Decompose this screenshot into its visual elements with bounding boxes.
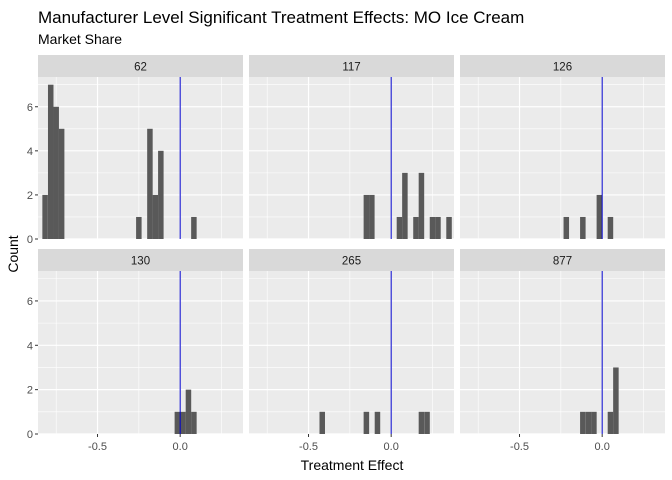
x-tick-label: -0.5: [510, 441, 529, 453]
histogram-bar: [418, 411, 425, 434]
histogram-bar: [580, 411, 586, 434]
panel-background: [38, 271, 243, 434]
panel-background: [38, 77, 243, 239]
chart-subtitle: Market Share: [38, 31, 122, 47]
histogram-bar: [185, 389, 192, 434]
histogram-bar: [607, 411, 614, 434]
y-tick-label: 0: [27, 429, 33, 441]
histogram-bar: [42, 194, 48, 239]
histogram-bar: [369, 194, 375, 239]
histogram-bar: [607, 216, 614, 239]
facet-strip-label: 877: [553, 256, 572, 268]
facet-strip: [460, 249, 665, 271]
facet-strip-label: 130: [131, 256, 150, 268]
histogram-bar: [424, 411, 430, 434]
facet-panel-265: 265 -0.5 0.0: [249, 249, 454, 453]
x-tick-label: -0.5: [299, 441, 318, 453]
histogram-bar: [580, 216, 586, 239]
chart-title: Manufacturer Level Significant Treatment…: [38, 8, 524, 27]
histogram-bar: [136, 216, 142, 239]
facet-strip: [38, 249, 243, 271]
histogram-bar: [435, 216, 441, 239]
histogram-bar: [191, 216, 197, 239]
histogram-bar: [363, 194, 370, 239]
y-tick-label: 4: [27, 340, 33, 352]
facet-panel-126: 126: [460, 55, 665, 240]
histogram-bar: [413, 216, 419, 239]
facet-panel-130: 130 0 2 4 6 -0.5 0.0: [27, 249, 243, 453]
x-tick-label: -0.5: [88, 441, 107, 453]
y-tick-label: 6: [27, 296, 33, 308]
facet-strip-label: 265: [342, 256, 361, 268]
histogram-bar: [363, 411, 370, 434]
x-axis-title: Treatment Effect: [301, 457, 404, 473]
facet-panel-62: 62 0 2 4 6: [27, 55, 243, 246]
facet-strip: [38, 55, 243, 77]
facets-layer: 62 0 2 4 6 117 126 130 0 2 4 6 -0.5 0.0 265 -0.5 0.0 877 -…: [27, 55, 665, 453]
y-tick-label: 6: [27, 102, 33, 114]
histogram-bar: [446, 216, 452, 239]
y-axis-title: Count: [5, 235, 21, 272]
histogram-bar: [147, 128, 153, 239]
histogram-bar: [396, 216, 403, 239]
facet-strip-label: 126: [553, 62, 572, 74]
y-tick-label: 0: [27, 234, 33, 246]
x-tick-label: 0.0: [173, 441, 188, 453]
panel-background: [460, 271, 665, 434]
facet-strip: [249, 55, 454, 77]
histogram-bar: [374, 411, 381, 434]
histogram-bar: [174, 411, 181, 434]
facet-strip-label: 62: [134, 62, 147, 74]
y-tick-label: 4: [27, 146, 33, 158]
facet-panel-117: 117: [249, 55, 454, 240]
histogram-bar: [613, 367, 619, 434]
y-tick-label: 2: [27, 190, 33, 202]
histogram-bar: [596, 194, 603, 239]
histogram-bar: [418, 172, 425, 239]
panel-background: [460, 77, 665, 239]
histogram-bar: [429, 216, 436, 239]
x-tick-label: 0.0: [384, 441, 399, 453]
histogram-bar: [58, 128, 65, 239]
histogram-bar: [319, 411, 325, 434]
histogram-bar: [47, 84, 54, 239]
histogram-bar: [152, 194, 159, 239]
histogram-bar: [180, 411, 186, 434]
y-tick-label: 2: [27, 385, 33, 397]
histogram-bar: [402, 172, 408, 239]
facet-panel-877: 877 -0.5 0.0: [460, 249, 665, 453]
histogram-bar: [591, 411, 597, 434]
histogram-bar: [585, 411, 592, 434]
histogram-bar: [158, 150, 164, 239]
facet-strip-label: 117: [342, 62, 360, 74]
histogram-bar: [53, 106, 59, 240]
x-tick-label: 0.0: [595, 441, 610, 453]
facet-strip: [249, 249, 454, 271]
histogram-bar: [191, 411, 197, 434]
facet-strip: [460, 55, 665, 77]
panel-background: [249, 271, 454, 434]
histogram-bar: [563, 216, 570, 239]
